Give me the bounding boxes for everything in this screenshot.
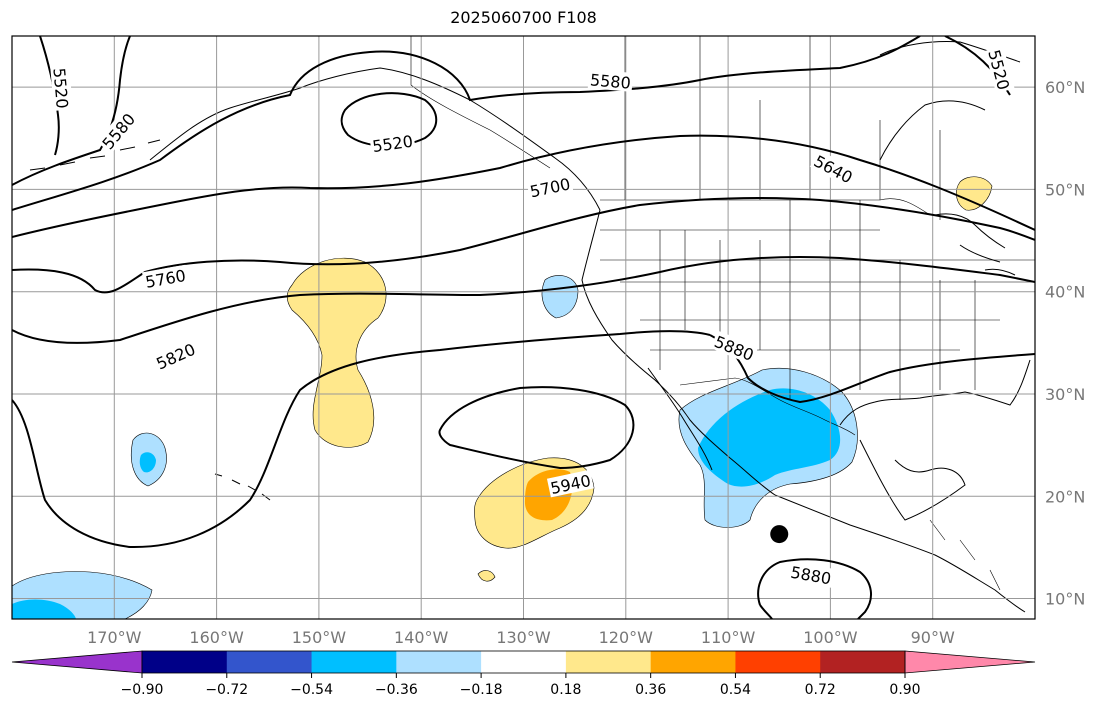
colorbar: −0.90 −0.72 −0.54 −0.36 −0.18 0.18 0.36 0.54 0.7… [11, 650, 1036, 698]
colorbar-segment [142, 651, 228, 673]
alaska-canada-border [410, 36, 551, 169]
anomaly-negative-california [541, 275, 579, 319]
longitude-labels: 170°W 160°W 150°W 140°W 130°W 120°W 110°W 100°W… [87, 628, 955, 647]
height-contours [12, 36, 1035, 619]
aleutian-islands [29, 139, 161, 171]
contour-5520-low [340, 92, 438, 147]
colorbar-segment [311, 651, 397, 673]
colorbar-extend-low [11, 650, 143, 674]
alaska-coast [149, 67, 601, 211]
longitude-tick-label: 130°W [496, 628, 551, 647]
contour-label: 5580 [587, 69, 634, 93]
latitude-tick-label: 50°N [1045, 180, 1085, 199]
latitude-tick-label: 30°N [1045, 385, 1085, 404]
gridlines [12, 36, 1035, 619]
longitude-tick-label: 140°W [394, 628, 449, 647]
longitude-tick-label: 170°W [87, 628, 142, 647]
latitude-tick-label: 20°N [1045, 487, 1085, 506]
contour-5880-south-tail [759, 604, 773, 619]
latitude-tick-label: 40°N [1045, 283, 1085, 302]
contour-5580-main [12, 36, 921, 211]
map-title: 2025060700 F108 [450, 8, 597, 27]
colorbar-tick-label: −0.54 [290, 682, 333, 698]
colorbar-extend-high [904, 650, 1036, 674]
hawaii-islands [214, 473, 271, 501]
colorbar-tick-label: 0.18 [550, 682, 581, 698]
contour-label-background [369, 130, 416, 156]
baja-california [647, 367, 713, 471]
anomaly-positive-small-island [477, 570, 496, 582]
contour-label-background [587, 69, 634, 92]
colorbar-tick-label: 0.72 [805, 682, 836, 698]
contour-label-background [96, 107, 140, 154]
anomaly-negative-hawaii-core [139, 452, 156, 473]
contour-label-background [142, 264, 189, 292]
mexico-south-coast [774, 494, 1026, 613]
yucatan [859, 439, 966, 521]
longitude-tick-label: 150°W [292, 628, 347, 647]
coastlines [29, 41, 1031, 613]
latitude-labels: 60°N 50°N 40°N 30°N 20°N 10°N [1045, 78, 1085, 608]
anomaly-positive-blob-pacific [286, 257, 387, 448]
location-marker [770, 525, 789, 544]
contour-label-background [809, 149, 858, 188]
longitude-tick-label: 120°W [599, 628, 654, 647]
contour-5640 [12, 134, 1035, 238]
contour-5880-north [709, 334, 1035, 404]
colorbar-outline [141, 650, 906, 674]
colorbar-tick-label: 0.90 [889, 682, 920, 698]
contour-label-text: 5580 [589, 70, 631, 92]
longitude-tick-label: 90°W [911, 628, 955, 647]
contour-label-background [526, 173, 574, 201]
contour-5880-south [757, 558, 872, 619]
longitude-tick-label: 100°W [803, 628, 858, 647]
latitude-tick-label: 60°N [1045, 78, 1085, 97]
colorbar-tick-label: −0.18 [460, 682, 503, 698]
colorbar-segment [735, 651, 821, 673]
latitude-tick-label: 10°N [1045, 590, 1085, 609]
contour-label-background [787, 561, 835, 588]
colorbar-segment [481, 651, 567, 673]
colorbar-tick-label: 0.36 [635, 682, 666, 698]
contour-5940 [438, 386, 635, 470]
political-borders [410, 36, 1035, 591]
anomaly-negative-mexico-core [698, 388, 841, 487]
contour-5760 [12, 255, 1035, 344]
canada-province-lines [624, 36, 941, 220]
contour-5700 [12, 196, 1035, 294]
contour-label-background [50, 65, 73, 111]
us-mexico-border [679, 377, 856, 436]
colorbar-tick-label: 0.54 [720, 682, 751, 698]
colorbar-tick-label: −0.90 [121, 682, 164, 698]
anomaly-negative-southwest-core [12, 599, 76, 619]
colorbar-segment [820, 651, 906, 673]
longitude-tick-label: 110°W [701, 628, 756, 647]
colorbar-segment [226, 651, 313, 673]
contour-label-background [151, 338, 200, 374]
contour-label-text: 5520 [49, 67, 71, 109]
anomaly-shading [12, 176, 993, 619]
contour-label-background [984, 45, 1015, 94]
contour-5820 [12, 330, 711, 549]
contour-label-background [546, 469, 594, 498]
colorbar-segment [565, 651, 652, 673]
north-america-west-coast [581, 209, 776, 496]
great-lakes [934, 213, 1016, 276]
anomaly-positive-great-lakes [956, 176, 993, 211]
longitude-tick-label: 160°W [189, 628, 244, 647]
contour-label: 5520 [369, 130, 416, 156]
colorbar-tick-label: −0.36 [375, 682, 418, 698]
colorbar-segment [650, 651, 736, 673]
contour-label-background [710, 330, 759, 365]
colorbar-tick-label: −0.72 [205, 682, 248, 698]
gulf-of-mexico-coast [839, 359, 1031, 426]
colorbar-segment [396, 651, 482, 673]
map-frame [11, 35, 1036, 620]
contour-5520-west [39, 36, 60, 156]
contour-label: 5520 [49, 65, 73, 111]
